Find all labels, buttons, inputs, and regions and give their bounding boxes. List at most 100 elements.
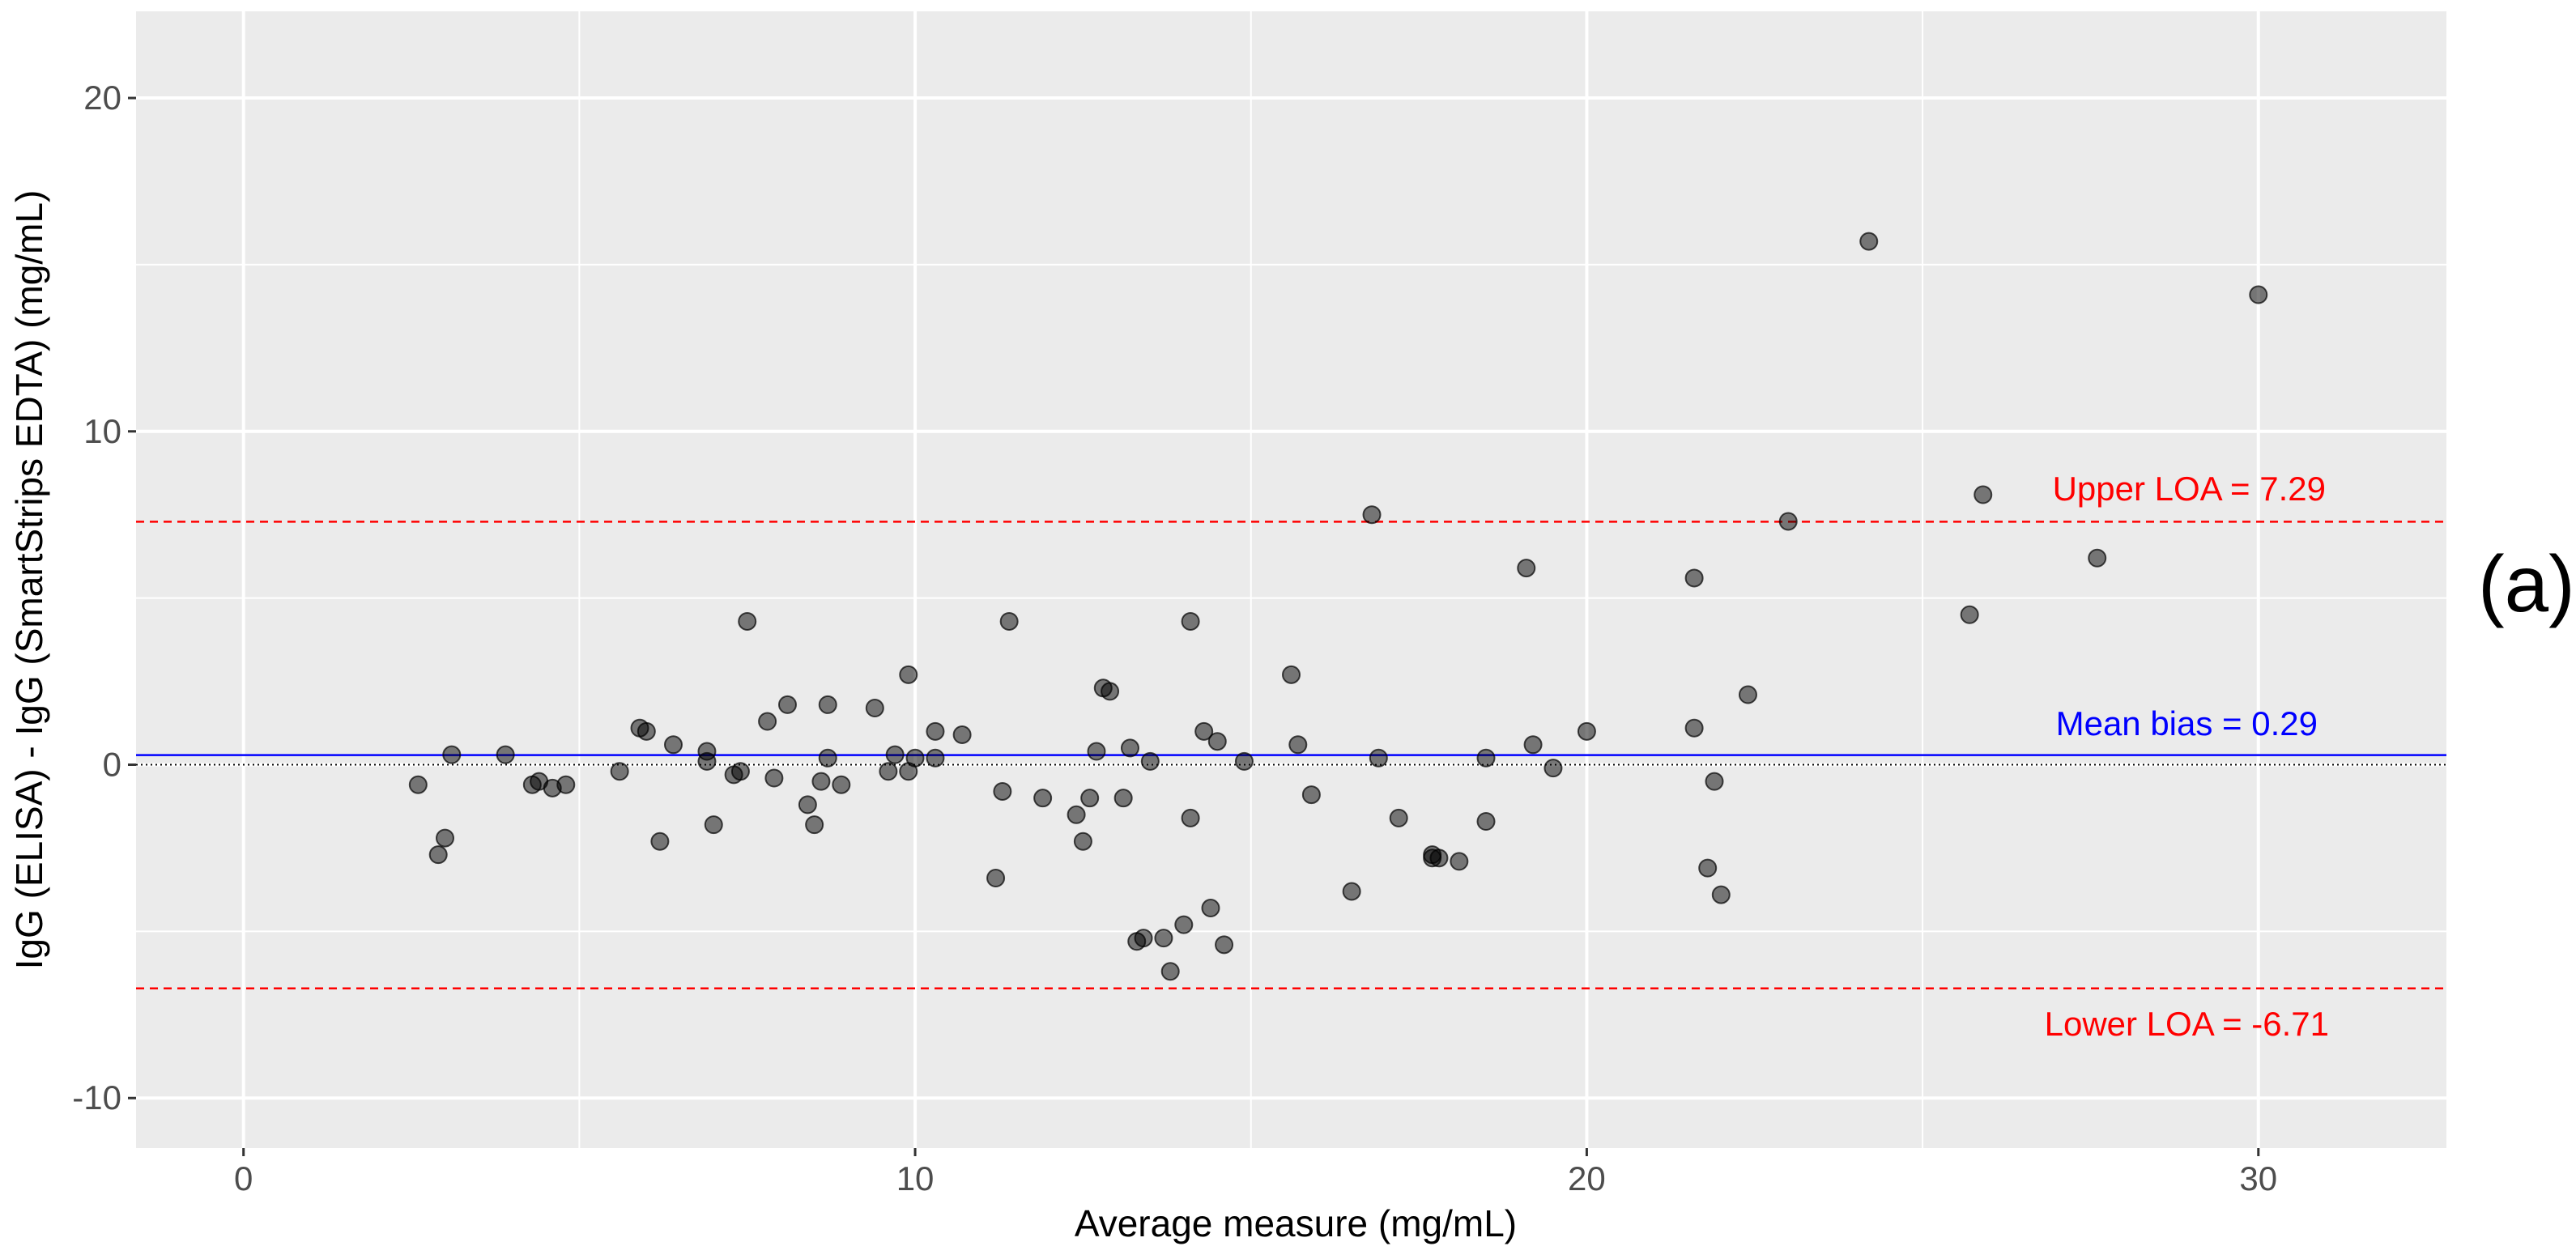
y-axis-ticks: -10 0 10 20 — [72, 79, 136, 1117]
data-point — [1067, 805, 1086, 824]
data-point — [811, 772, 831, 791]
data-point — [1181, 611, 1200, 631]
mean-bias-annotation: Mean bias = 0.29 — [2056, 704, 2318, 742]
data-point — [1101, 682, 1120, 701]
data-point — [1476, 812, 1496, 832]
data-point — [1201, 899, 1220, 918]
data-point — [1517, 559, 1536, 578]
upper-loa-annotation: Upper LOA = 7.29 — [2053, 470, 2326, 508]
data-point — [999, 611, 1019, 631]
data-point — [663, 735, 683, 755]
data-point — [1711, 885, 1731, 904]
data-point — [1778, 512, 1798, 531]
data-point — [1738, 685, 1757, 704]
lower-loa-value: -6.71 — [2251, 1005, 2329, 1043]
upper-loa-value: 7.29 — [2259, 470, 2326, 508]
mean-bias-label: Mean bias = — [2056, 704, 2252, 742]
data-points — [408, 232, 2268, 981]
y-tick-label: 0 — [103, 746, 121, 784]
data-point — [885, 745, 905, 764]
data-point — [1476, 748, 1496, 768]
data-point — [1523, 735, 1543, 755]
data-point — [738, 611, 757, 631]
data-point — [1215, 935, 1234, 955]
data-point — [1282, 665, 1301, 684]
data-point — [1234, 751, 1254, 771]
y-tick-label: 20 — [83, 79, 121, 117]
data-point — [1174, 915, 1194, 934]
data-point — [1577, 721, 1596, 741]
data-point — [442, 745, 462, 764]
grid-minor — [136, 11, 2446, 1148]
data-point — [408, 775, 428, 794]
upper-loa-label: Upper LOA = — [2053, 470, 2260, 508]
data-point — [650, 832, 670, 851]
data-point — [1342, 882, 1361, 901]
data-point — [1080, 789, 1100, 808]
data-point — [1134, 929, 1153, 948]
data-point — [764, 768, 784, 788]
data-point — [2249, 285, 2268, 304]
data-point — [1698, 858, 1718, 878]
data-point — [1960, 605, 1979, 624]
data-point — [758, 712, 777, 731]
y-tick-label: -10 — [72, 1078, 121, 1117]
data-point — [1113, 789, 1133, 808]
data-point — [1450, 852, 1469, 871]
data-point — [2088, 548, 2107, 568]
data-point — [1194, 721, 1214, 741]
data-point — [1120, 738, 1139, 758]
reference-lines — [136, 521, 2446, 990]
data-point — [637, 721, 656, 741]
data-point — [610, 762, 629, 781]
data-point — [1362, 505, 1382, 525]
data-point — [879, 762, 898, 781]
data-point — [1181, 808, 1200, 827]
data-point — [1974, 485, 1993, 504]
lower-loa-label: Lower LOA = — [2045, 1005, 2252, 1043]
data-point — [1429, 849, 1449, 868]
x-axis-ticks: 0 10 20 30 — [234, 1148, 2277, 1197]
data-point — [926, 748, 945, 768]
data-point — [1301, 785, 1321, 805]
data-point — [1160, 962, 1180, 981]
x-tick-label: 10 — [896, 1159, 935, 1197]
x-tick-label: 30 — [2239, 1159, 2277, 1197]
x-tick-label: 20 — [1568, 1159, 1606, 1197]
data-point — [1859, 232, 1879, 251]
data-point — [832, 775, 851, 794]
lower-loa-annotation: Lower LOA = -6.71 — [2045, 1005, 2329, 1043]
data-point — [556, 775, 576, 794]
y-tick-label: 10 — [83, 412, 121, 450]
data-point — [865, 699, 884, 718]
data-point — [1389, 808, 1408, 827]
data-point — [1140, 751, 1160, 771]
data-point — [1705, 772, 1724, 791]
data-point — [704, 815, 723, 835]
data-point — [496, 745, 515, 764]
data-point — [1073, 832, 1092, 851]
data-point — [777, 695, 797, 714]
data-point — [899, 665, 918, 684]
data-point — [818, 695, 837, 714]
data-point — [1543, 759, 1563, 778]
data-point — [428, 845, 448, 865]
data-point — [952, 725, 972, 744]
data-point — [805, 815, 824, 835]
data-point — [436, 828, 455, 848]
data-point — [986, 868, 1006, 887]
x-tick-label: 0 — [234, 1159, 253, 1197]
x-axis-title: Average measure (mg/mL) — [1075, 1202, 1517, 1244]
data-point — [1684, 718, 1704, 738]
data-point — [730, 762, 750, 781]
data-point — [993, 781, 1012, 801]
data-point — [1033, 789, 1053, 808]
mean-bias-value: 0.29 — [2251, 704, 2318, 742]
data-point — [1684, 568, 1704, 588]
panel-label: (a) — [2478, 539, 2575, 628]
data-point — [1288, 735, 1308, 755]
data-point — [1087, 742, 1106, 761]
data-point — [1369, 748, 1388, 768]
data-point — [1154, 929, 1173, 948]
